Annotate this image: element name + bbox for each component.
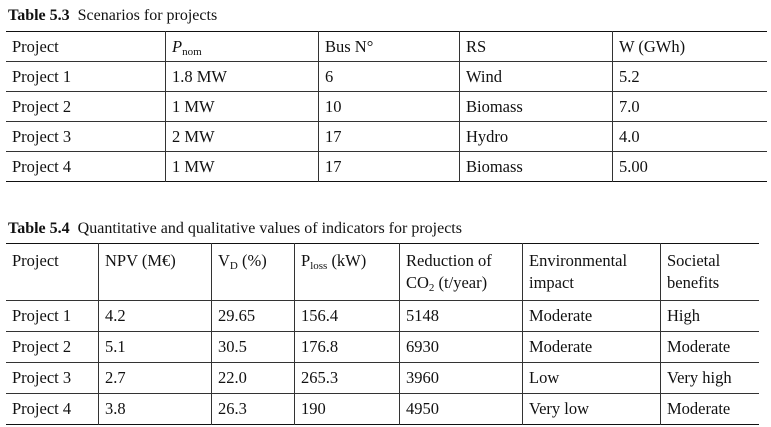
table-header-row: Project NPV (M€) VD (%) Ploss (kW) Reduc…	[6, 243, 759, 301]
table2-title: Quantitative and qualitative values of i…	[77, 220, 462, 237]
table-row: Project 4 3.8 26.3 190 4950 Very low Mod…	[6, 393, 759, 425]
header-ploss-sub: loss	[310, 260, 328, 272]
header-co2-symbol: CO	[406, 273, 429, 292]
header-soc-line2: benefits	[667, 273, 720, 292]
header-ploss: Ploss (kW)	[294, 243, 400, 301]
cell: 17	[318, 121, 460, 152]
cell: 1 MW	[165, 151, 319, 182]
cell: Moderate	[522, 300, 661, 332]
header-pnom: Pnom	[165, 31, 319, 62]
cell: 5.2	[612, 61, 767, 92]
table-row: Project 2 5.1 30.5 176.8 6930 Moderate M…	[6, 331, 759, 363]
cell: 2 MW	[165, 121, 319, 152]
cell: Project 2	[6, 91, 166, 122]
header-ploss-unit: (kW)	[327, 251, 367, 270]
header-project: Project	[6, 31, 166, 62]
table2-caption: Table 5.4 Quantitative and qualitative va…	[8, 219, 462, 239]
cell: 6930	[399, 331, 523, 363]
cell: Very low	[522, 393, 661, 425]
cell: Very high	[660, 362, 759, 394]
cell: Project 4	[6, 151, 166, 182]
cell: 176.8	[294, 331, 400, 363]
header-pnom-sub: nom	[182, 46, 202, 58]
header-societal: Societal benefits	[660, 243, 759, 301]
table-row: Project 2 1 MW 10 Biomass 7.0	[6, 91, 767, 122]
header-w: W (GWh)	[612, 31, 767, 62]
cell: 17	[318, 151, 460, 182]
table2-number: Table 5.4	[8, 220, 70, 237]
header-vd-symbol: V	[218, 251, 230, 270]
header-vd: VD (%)	[211, 243, 295, 301]
cell: 2.7	[98, 362, 212, 394]
cell: 22.0	[211, 362, 295, 394]
cell: 10	[318, 91, 460, 122]
header-vd-unit: (%)	[237, 251, 267, 270]
cell: 7.0	[612, 91, 767, 122]
cell: 4.2	[98, 300, 212, 332]
header-ploss-symbol: P	[301, 251, 311, 270]
cell: 190	[294, 393, 400, 425]
table1-caption: Table 5.3 Scenarios for projects	[8, 6, 217, 26]
cell: Biomass	[459, 151, 613, 182]
cell: 5.1	[98, 331, 212, 363]
header-soc-line1: Societal	[667, 251, 721, 270]
cell: 156.4	[294, 300, 400, 332]
cell: 26.3	[211, 393, 295, 425]
table-row: Project 3 2.7 22.0 265.3 3960 Low Very h…	[6, 362, 759, 394]
table1-number: Table 5.3	[8, 7, 70, 24]
cell: 1.8 MW	[165, 61, 319, 92]
cell: 4950	[399, 393, 523, 425]
indicators-table: Project NPV (M€) VD (%) Ploss (kW) Reduc…	[6, 243, 759, 425]
cell: Project 2	[6, 331, 99, 363]
cell: Moderate	[660, 331, 759, 363]
header-vd-sub: D	[229, 260, 238, 272]
table1-title: Scenarios for projects	[77, 7, 218, 24]
cell: 1 MW	[165, 91, 319, 122]
table-header-row: Project Pnom Bus N° RS W (GWh)	[6, 31, 767, 62]
table-row: Project 1 4.2 29.65 156.4 5148 Moderate …	[6, 300, 759, 332]
header-co2-sub: 2	[428, 282, 435, 294]
cell: Moderate	[522, 331, 661, 363]
cell: 3.8	[98, 393, 212, 425]
cell: High	[660, 300, 759, 332]
header-co2-line1: Reduction of	[406, 251, 492, 270]
header-npv: NPV (M€)	[98, 243, 212, 301]
cell: Wind	[459, 61, 613, 92]
header-environmental: Environmental impact	[522, 243, 661, 301]
header-pnom-symbol: P	[172, 37, 183, 56]
cell: 5.00	[612, 151, 767, 182]
cell: 265.3	[294, 362, 400, 394]
cell: 6	[318, 61, 460, 92]
header-co2: Reduction of CO2 (t/year)	[399, 243, 523, 301]
cell: Project 3	[6, 121, 166, 152]
header-project: Project	[6, 243, 99, 301]
cell: Project 1	[6, 61, 166, 92]
header-bus: Bus N°	[318, 31, 460, 62]
cell: Project 1	[6, 300, 99, 332]
header-rs: RS	[459, 31, 613, 62]
cell: Moderate	[660, 393, 759, 425]
header-env-line1: Environmental	[529, 251, 628, 270]
cell: Hydro	[459, 121, 613, 152]
cell: Project 4	[6, 393, 99, 425]
cell: Project 3	[6, 362, 99, 394]
cell: 5148	[399, 300, 523, 332]
cell: 4.0	[612, 121, 767, 152]
cell: Biomass	[459, 91, 613, 122]
cell: 29.65	[211, 300, 295, 332]
header-co2-unit: (t/year)	[434, 273, 488, 292]
table-row: Project 1 1.8 MW 6 Wind 5.2	[6, 61, 767, 92]
table-row: Project 4 1 MW 17 Biomass 5.00	[6, 151, 767, 182]
scenarios-table: Project Pnom Bus N° RS W (GWh) Project 1…	[6, 31, 767, 182]
cell: 3960	[399, 362, 523, 394]
table-row: Project 3 2 MW 17 Hydro 4.0	[6, 121, 767, 152]
cell: Low	[522, 362, 661, 394]
cell: 30.5	[211, 331, 295, 363]
header-env-line2: impact	[529, 273, 574, 292]
